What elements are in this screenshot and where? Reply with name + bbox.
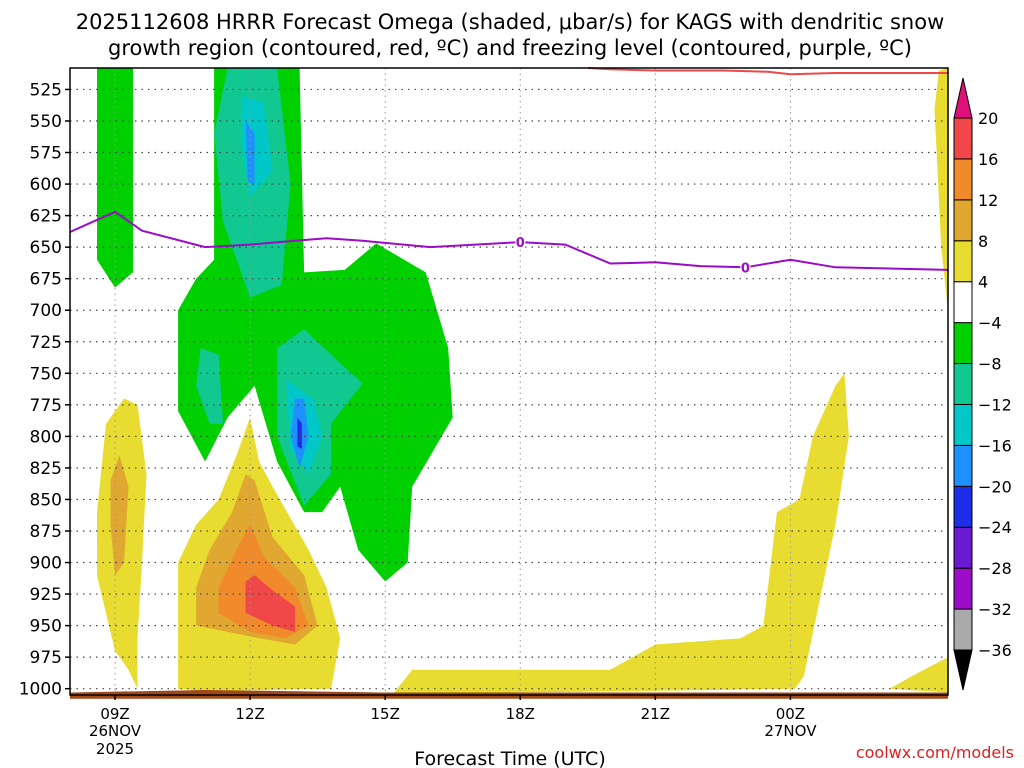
x-tick-date: 26NOV	[89, 722, 142, 740]
omega-region-upward-green-left	[97, 68, 133, 288]
y-tick-label: 575	[30, 144, 62, 164]
colorbar-label: 12	[978, 191, 998, 210]
colorbar-label: −8	[978, 355, 1002, 374]
y-tick-label: 625	[30, 207, 62, 227]
colorbar-label: 4	[978, 273, 988, 292]
colorbar-bin	[953, 363, 973, 405]
omega-region-downward-yellow-right	[934, 68, 948, 311]
credit-text: coolwx.com/models	[856, 743, 1014, 762]
y-tick-label: 725	[30, 333, 62, 353]
x-tick-label: 12Z	[235, 705, 264, 723]
colorbar-bin	[953, 240, 973, 283]
colorbar-bin	[953, 403, 973, 446]
y-tick-label: 525	[30, 80, 62, 100]
contour-lines: 00	[69, 67, 949, 276]
x-tick-label: 00Z	[776, 705, 805, 723]
omega-region-downward-red	[245, 575, 296, 632]
y-tick-label: 975	[30, 648, 62, 668]
dgz-contour-line	[587, 67, 948, 76]
x-tick-label: 18Z	[506, 705, 535, 723]
colorbar-bin	[953, 485, 973, 528]
chart-title-line1: 2025112608 HRRR Forecast Omega (shaded, …	[76, 10, 945, 34]
y-tick-label: 600	[30, 175, 62, 195]
omega-region-downward-yellow-corner	[889, 657, 948, 693]
x-tick-label: 21Z	[641, 705, 670, 723]
colorbar-bin	[953, 444, 973, 487]
colorbar-label: −24	[978, 518, 1012, 537]
colorbar: −36 −32 −28 −24 −20 −16 −12 −8 −4 4 8 12 16 20	[953, 77, 1012, 691]
colorbar-label: 20	[978, 109, 998, 128]
colorbar-bin	[953, 117, 973, 160]
colorbar-bin	[953, 567, 973, 610]
y-tick-label: 875	[30, 522, 62, 542]
y-tick-label: 775	[30, 396, 62, 416]
freezing-level-label: 0	[516, 236, 525, 251]
plot-frame	[69, 67, 949, 696]
colorbar-max-arrow	[953, 77, 973, 119]
colorbar-label: −16	[978, 436, 1012, 455]
y-tick-label: 800	[30, 427, 62, 447]
freezing-level-label: 0	[741, 261, 750, 276]
colorbar-bin	[953, 281, 973, 324]
freezing-label-bg	[740, 259, 751, 274]
colorbar-label: −28	[978, 559, 1012, 578]
omega-region-upward-teal-small	[196, 348, 224, 424]
y-tick-label: 900	[30, 554, 62, 574]
omega-region-downward-yellow-bottom	[394, 373, 849, 694]
x-axis-label: Forecast Time (UTC)	[414, 748, 605, 768]
omega-region-downward-orange-left	[110, 455, 129, 576]
omega-region-upward-dblue	[297, 417, 302, 449]
colorbar-bin	[953, 158, 973, 201]
freezing-label-bg	[515, 234, 526, 249]
x-tick-date: 27NOV	[764, 722, 817, 740]
y-tick-label: 925	[30, 585, 62, 605]
colorbar-label: −32	[978, 600, 1012, 619]
y-tick-label: 950	[30, 617, 62, 637]
omega-region-upward-blue-upper	[245, 121, 255, 185]
colorbar-label: 16	[978, 150, 998, 169]
y-tick-label: 700	[30, 301, 62, 321]
plot-area: 00	[69, 67, 949, 699]
colorbar-label: −36	[978, 641, 1012, 660]
x-tick-label: 15Z	[370, 705, 399, 723]
gridlines	[70, 68, 948, 695]
colorbar-bin	[953, 526, 973, 569]
colorbar-bin	[953, 322, 973, 365]
colorbar-label: −12	[978, 395, 1012, 414]
colorbar-label: −4	[978, 314, 1002, 333]
colorbar-min-arrow	[953, 649, 973, 691]
x-tick-year: 2025	[96, 740, 134, 758]
y-tick-label: 825	[30, 459, 62, 479]
colorbar-label: −20	[978, 477, 1012, 496]
y-tick-label: 675	[30, 270, 62, 290]
colorbar-bin	[953, 199, 973, 242]
x-tick-label: 09Z	[100, 705, 129, 723]
y-tick-label: 750	[30, 364, 62, 384]
pressure-axis: 525 550 575 600 625 650 675 700 725 750 775 800 825 8…	[19, 80, 70, 700]
y-tick-label: 850	[30, 490, 62, 510]
y-tick-label: 1000	[19, 680, 62, 700]
chart-title-line2: growth region (contoured, red, ºC) and f…	[108, 36, 912, 60]
y-tick-label: 550	[30, 112, 62, 132]
colorbar-label: 8	[978, 232, 988, 251]
colorbar-bin	[953, 608, 973, 651]
y-tick-label: 650	[30, 238, 62, 258]
